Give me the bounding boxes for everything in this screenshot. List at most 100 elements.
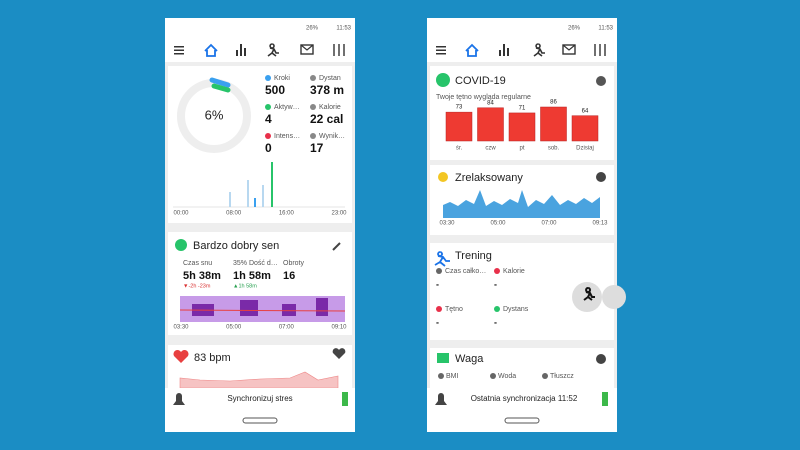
axis-label: 03:30 [439, 221, 455, 227]
stat-label: Aktyw… [274, 104, 300, 111]
edit-icon[interactable] [332, 242, 341, 251]
menu-icon[interactable] [174, 49, 184, 52]
stat-value: - [436, 317, 439, 327]
axis-label: 23:00 [331, 211, 347, 217]
weight-stats: BMI Woda Tłuszcz [438, 373, 574, 380]
bar-value: 73 [456, 105, 463, 111]
close-icon[interactable] [596, 76, 606, 86]
stat-value: 500 [265, 83, 285, 97]
stat-label: BMI [446, 373, 459, 380]
weight-title: Waga [455, 353, 484, 365]
bar-category: Dzisiaj [576, 146, 594, 152]
favorite-icon[interactable] [332, 348, 346, 359]
nav-bar[interactable] [436, 43, 606, 57]
stat-label: Dystans [503, 306, 529, 313]
stat-label: Woda [498, 373, 516, 380]
stat-icon [265, 133, 271, 139]
weight-card [430, 348, 614, 388]
heart-icon [173, 349, 189, 363]
stat-icon [494, 306, 500, 312]
bar [445, 111, 473, 142]
sync-stress[interactable]: Synchronizuj stres [227, 394, 292, 403]
axis-label: 07:00 [541, 221, 557, 227]
stat-value: - [436, 279, 439, 289]
mail-icon[interactable] [562, 44, 576, 55]
stat-label: Wynik… [319, 133, 345, 140]
menu-icon[interactable] [436, 53, 446, 55]
stat-label: Dystan [319, 75, 341, 82]
stat-value: 0 [265, 141, 272, 155]
bell-icon[interactable] [173, 393, 185, 405]
bar [540, 106, 567, 142]
stress-icon [438, 172, 448, 182]
activity-chart [173, 162, 345, 208]
add-icon[interactable] [596, 354, 606, 364]
sleep-deep [316, 298, 328, 316]
menu-icon[interactable] [174, 46, 184, 48]
home-icon[interactable] [465, 43, 479, 57]
sleep-stats: Czas snu 5h 38m▼-2h -23m 35% Dość d… 1h 58m… [183, 260, 305, 290]
stat-value: - [494, 317, 497, 327]
axis-label: 05:00 [226, 325, 242, 331]
workout-icon[interactable] [533, 43, 545, 57]
bar [508, 112, 536, 142]
sleep-stat-change: ▼-2h -23m [183, 283, 211, 289]
settings-icon[interactable] [333, 44, 345, 56]
battery-icon [602, 392, 608, 406]
stats-icon[interactable] [236, 44, 246, 56]
battery: 26% [568, 26, 581, 32]
add-icon[interactable] [596, 172, 606, 182]
mail-icon[interactable] [300, 44, 314, 55]
stat-icon [436, 268, 442, 274]
activity-spike [271, 162, 273, 207]
sleep-stat-value: 16 [283, 270, 295, 282]
activity-axis: 00:00 08:00 16:00 23:00 [173, 211, 347, 217]
sleep-stat-label: Obroty [283, 260, 305, 267]
home-icon[interactable] [204, 43, 218, 57]
stat-value: 4 [265, 112, 272, 126]
training-stats: Czas całko…-Kalorie-Tętno-Dystans- [436, 268, 529, 327]
sleep-stat-label: Czas snu [183, 260, 212, 267]
clock: 11:53 [598, 26, 613, 32]
stat-icon [265, 75, 271, 81]
activity-spike [247, 180, 249, 207]
sleep-face-icon [175, 239, 187, 251]
menu-icon[interactable] [436, 46, 446, 48]
ring-percent: 6% [205, 107, 224, 122]
bar-value: 64 [582, 108, 589, 114]
battery-icon [342, 392, 348, 406]
stat-icon [494, 268, 500, 274]
sync-status[interactable]: Ostatnia synchronizacja 11:52 [471, 394, 578, 403]
axis-label: 07:00 [279, 325, 295, 331]
settings-icon[interactable] [594, 44, 606, 56]
bar [571, 115, 599, 142]
mail-icon[interactable] [562, 44, 576, 51]
stats-icon[interactable] [499, 44, 509, 56]
axis-label: 00:00 [173, 211, 189, 217]
axis-label: 09:13 [592, 221, 608, 227]
bar [477, 107, 504, 142]
nav-bar[interactable] [174, 43, 345, 57]
sleep-line [179, 309, 346, 312]
stat-value: 22 cal [310, 112, 343, 126]
axis-label: 05:00 [490, 221, 506, 227]
menu-icon[interactable] [174, 53, 184, 55]
stress-title: Zrelaksowany [455, 172, 523, 184]
stat-icon [436, 306, 442, 312]
stat-icon [310, 133, 316, 139]
menu-icon[interactable] [436, 49, 446, 52]
bar-category: sob. [548, 146, 560, 152]
sleep-axis: 03:30 05:00 07:00 09:10 [173, 325, 347, 331]
mail-icon[interactable] [300, 44, 314, 51]
bar-category: pt [519, 146, 524, 152]
sleep-stat-label: 35% Dość d… [233, 260, 278, 267]
workout-icon[interactable] [267, 43, 279, 57]
workout-button[interactable] [602, 285, 626, 309]
stat-value: 378 m [310, 83, 344, 97]
activity-spike [262, 185, 264, 207]
bell-icon[interactable] [435, 393, 447, 405]
weight-icon [437, 353, 449, 363]
